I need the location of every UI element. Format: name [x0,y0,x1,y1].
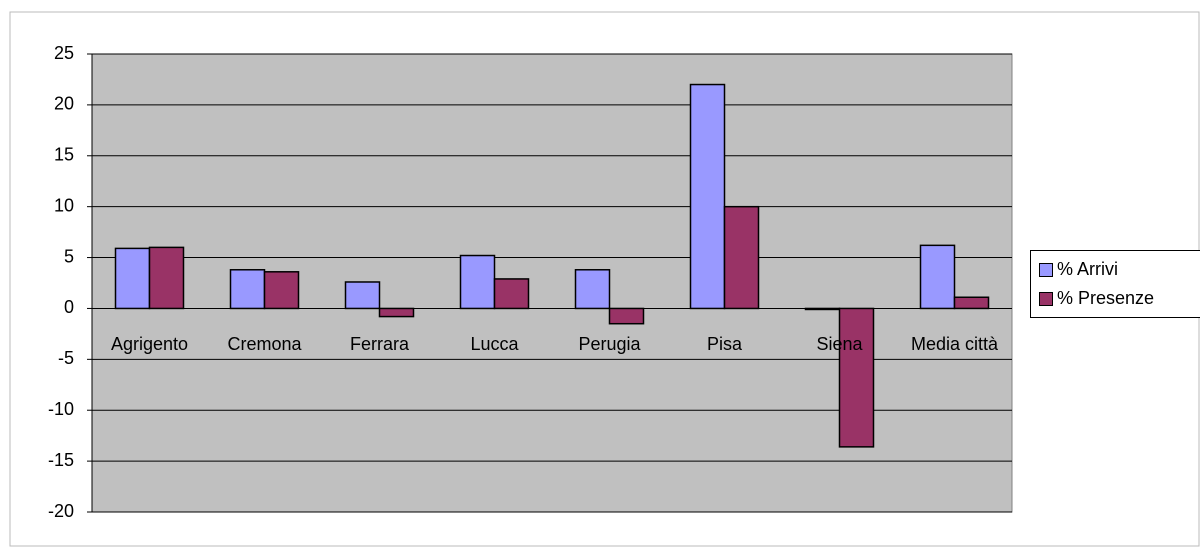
bar [953,296,990,310]
legend-label: % Arrivi [1057,259,1119,279]
y-tick-label: -5 [58,348,74,368]
bar [574,269,611,310]
bar [838,307,875,448]
y-tick-label: -10 [48,399,74,419]
x-tick-label: Media città [910,334,999,355]
legend-swatch [1039,291,1053,306]
bar [689,83,726,310]
bar [723,205,760,310]
x-tick-label: Agrigento [110,334,189,355]
legend-swatch [1039,262,1053,277]
x-tick-label: Cremona [227,334,302,355]
y-tick-label: -15 [48,450,74,470]
x-tick-label: Ferrara [349,334,409,355]
x-tick-label: Lucca [470,334,519,355]
x-tick-label: Siena [816,334,863,355]
legend: % Arrivi % Presenze [1030,250,1200,318]
y-tick-label: -20 [48,501,74,521]
bar [608,307,645,325]
bar [378,307,415,318]
y-tick-label: 20 [54,94,74,114]
y-tick-label: 5 [64,246,74,266]
legend-label: % Presenze [1057,288,1155,308]
x-tick-label: Perugia [578,334,641,355]
legend-item: % Presenze [1039,284,1200,313]
bar [344,281,381,310]
bar [263,271,300,310]
x-tick-label: Pisa [706,334,742,355]
y-tick-label: 15 [54,145,74,165]
y-tick-label: 10 [54,195,74,215]
bar [148,246,185,310]
bar [229,269,266,310]
y-tick-label: 0 [64,297,74,317]
y-tick-label: 25 [54,43,74,63]
bar [459,254,496,310]
bar [493,278,530,310]
legend-item: % Arrivi [1039,255,1200,284]
bar [114,247,151,310]
bar [919,244,956,310]
